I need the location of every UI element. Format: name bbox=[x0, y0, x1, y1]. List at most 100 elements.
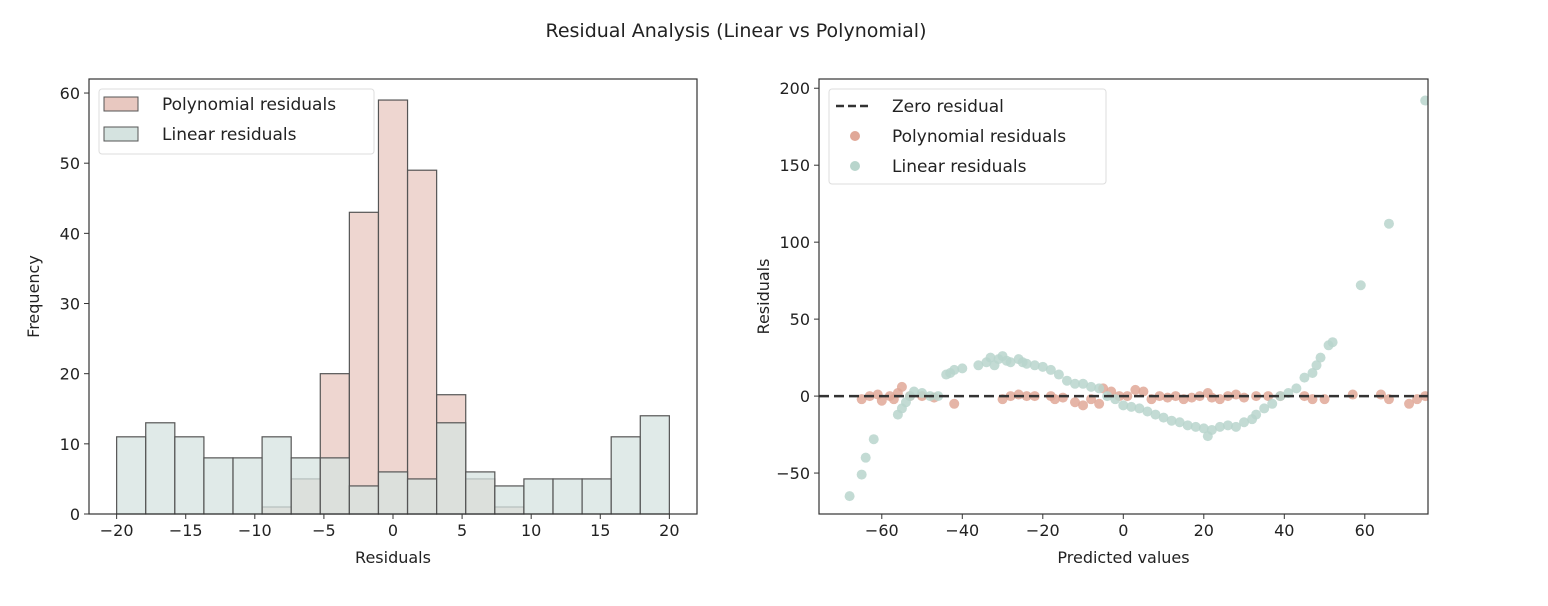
x-tick-label: −15 bbox=[169, 521, 203, 540]
scatter-point bbox=[949, 364, 960, 375]
legend: Polynomial residuals Linear residuals bbox=[98, 88, 375, 155]
figure-title: Residual Analysis (Linear vs Polynomial) bbox=[545, 20, 927, 42]
legend-label: Polynomial residuals bbox=[162, 95, 336, 115]
scatter-point bbox=[1315, 352, 1326, 363]
legend-swatch bbox=[103, 96, 139, 112]
y-tick-label: 60 bbox=[60, 84, 80, 103]
x-tick-label: 40 bbox=[1274, 521, 1294, 540]
plot-frame bbox=[818, 78, 1429, 515]
x-tick-label: −60 bbox=[865, 521, 899, 540]
scatter-point bbox=[1239, 392, 1250, 403]
histogram-bar bbox=[377, 471, 409, 515]
scatter-point bbox=[985, 352, 996, 363]
scatter-point bbox=[1053, 369, 1064, 380]
scatter-point bbox=[1021, 391, 1032, 402]
histogram-bar bbox=[552, 478, 583, 515]
chart-scatter: −60 −40 −20 0 20 40 60 −50 0 50 100 150 200 Predicted… bbox=[754, 78, 1429, 567]
scatter-point bbox=[1130, 384, 1141, 395]
histogram-bar bbox=[494, 485, 525, 515]
histogram-bar bbox=[610, 436, 641, 515]
scatter-point bbox=[1311, 360, 1322, 371]
scatter-point bbox=[933, 391, 944, 402]
scatter-point bbox=[1275, 391, 1286, 402]
x-tick-label: 0 bbox=[1118, 521, 1128, 540]
scatter-point bbox=[896, 381, 907, 392]
y-tick-label: 150 bbox=[779, 156, 810, 175]
y-axis-label: Frequency bbox=[24, 255, 43, 338]
scatter-point bbox=[856, 469, 867, 480]
x-tick-label: −10 bbox=[238, 521, 272, 540]
histogram-bar bbox=[348, 485, 380, 515]
scatter-point bbox=[1206, 424, 1217, 435]
scatter-point bbox=[908, 386, 919, 397]
scatter-point bbox=[1291, 383, 1302, 394]
scatter-point bbox=[1182, 420, 1193, 431]
histogram-bar bbox=[145, 422, 176, 515]
scatter-point bbox=[1005, 391, 1016, 402]
scatter-point bbox=[1158, 412, 1169, 423]
histogram-bar bbox=[406, 169, 438, 515]
y-tick-label: 40 bbox=[60, 224, 80, 243]
scatter-point bbox=[868, 434, 879, 445]
y-tick-label: 50 bbox=[60, 154, 80, 173]
scatter-point bbox=[1037, 361, 1048, 372]
scatter-point bbox=[1045, 364, 1056, 375]
scatter-point bbox=[1069, 397, 1080, 408]
legend-marker bbox=[850, 161, 860, 171]
legend-box bbox=[98, 88, 375, 155]
x-tick-label: −5 bbox=[312, 521, 336, 540]
scatter-point bbox=[876, 395, 887, 406]
x-axis-label: Predicted values bbox=[1057, 548, 1189, 567]
scatter-point bbox=[973, 360, 984, 371]
scatter-point bbox=[1150, 409, 1161, 420]
histogram-bar bbox=[116, 436, 147, 515]
scatter-point bbox=[1142, 406, 1153, 417]
y-tick-label: 100 bbox=[779, 233, 810, 252]
y-tick-label: 200 bbox=[779, 79, 810, 98]
scatter-point bbox=[1094, 398, 1105, 409]
histogram-bar bbox=[319, 457, 350, 515]
scatter-point bbox=[860, 452, 871, 463]
scatter-point bbox=[1267, 398, 1278, 409]
chart-histogram: −20 −15 −10 −5 0 5 10 15 20 0 10 20 30 40 50 60 Residual… bbox=[24, 78, 698, 567]
scatter-point bbox=[1307, 368, 1318, 379]
scatter-point bbox=[1029, 360, 1040, 371]
scatter-point bbox=[1078, 378, 1089, 389]
legend-label: Linear residuals bbox=[892, 157, 1027, 177]
x-tick-label: 0 bbox=[388, 521, 398, 540]
scatter-point bbox=[1118, 400, 1129, 411]
scatter-point bbox=[1086, 381, 1097, 392]
legend-swatch bbox=[103, 126, 139, 142]
y-tick-label: −50 bbox=[776, 464, 810, 483]
scatter-point bbox=[1174, 417, 1185, 428]
scatter-point bbox=[1231, 421, 1242, 432]
scatter-point bbox=[1198, 423, 1209, 434]
scatter-point bbox=[1190, 421, 1201, 432]
scatter-point bbox=[1134, 403, 1145, 414]
scatter-point bbox=[949, 398, 960, 409]
scatter-point bbox=[1078, 400, 1089, 411]
x-tick-label: 20 bbox=[659, 521, 679, 540]
x-tick-label: 20 bbox=[1194, 521, 1214, 540]
histogram-bar bbox=[436, 422, 467, 515]
x-tick-label: 5 bbox=[457, 521, 467, 540]
scatter-point bbox=[1057, 392, 1068, 403]
scatter-point bbox=[1154, 391, 1165, 402]
histogram-bar bbox=[581, 478, 612, 515]
histogram-bar bbox=[290, 457, 321, 515]
scatter-point bbox=[1327, 337, 1338, 348]
x-axis-label: Residuals bbox=[355, 548, 431, 567]
scatter-point bbox=[1214, 421, 1225, 432]
scatter-point bbox=[1222, 420, 1233, 431]
scatter-point bbox=[1259, 403, 1270, 414]
histogram-bar bbox=[261, 436, 292, 515]
scatter-point bbox=[1094, 383, 1105, 394]
histogram-bar bbox=[523, 478, 554, 515]
y-tick-label: 30 bbox=[60, 295, 80, 314]
y-tick-label: 0 bbox=[70, 505, 80, 524]
y-tick-label: 20 bbox=[60, 365, 80, 384]
scatter-point bbox=[1420, 95, 1428, 106]
scatter-point bbox=[1404, 398, 1415, 409]
scatter-point bbox=[1239, 417, 1250, 428]
